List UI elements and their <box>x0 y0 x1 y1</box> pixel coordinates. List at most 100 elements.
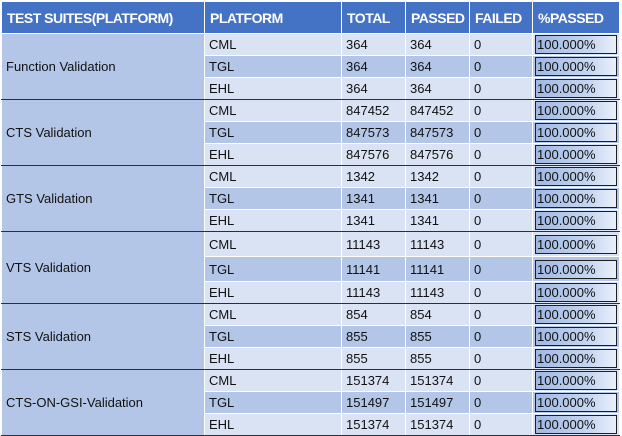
passed-cell: 11141 <box>405 256 470 282</box>
failed-cell: 0 <box>469 413 533 436</box>
platform-cell: EHL <box>204 77 342 100</box>
table-row: EHL 364 364 0 100.000% <box>2 77 620 100</box>
percent-value: 100.000% <box>537 417 596 432</box>
percent-passed-cell: 100.000% <box>532 77 620 100</box>
passed-cell: 854 <box>405 303 470 326</box>
platform-cell: EHL <box>204 209 342 232</box>
failed-cell: 0 <box>469 165 533 188</box>
passed-cell: 364 <box>405 55 470 78</box>
passed-cell: 151497 <box>405 391 470 414</box>
percent-passed-cell: 100.000% <box>532 231 620 257</box>
failed-cell: 0 <box>469 209 533 232</box>
platform-cell: TGL <box>204 325 342 348</box>
total-cell: 364 <box>341 77 406 100</box>
platform-cell: TGL <box>204 55 342 78</box>
total-cell: 1342 <box>341 165 406 188</box>
percent-passed-cell: 100.000% <box>532 99 620 122</box>
passed-cell: 364 <box>405 77 470 100</box>
failed-cell: 0 <box>469 99 533 122</box>
passed-cell: 1341 <box>405 209 470 232</box>
percent-data-bar: 100.000% <box>535 145 617 164</box>
failed-cell: 0 <box>469 143 533 166</box>
platform-cell: CML <box>204 99 342 122</box>
platform-cell: EHL <box>204 281 342 304</box>
percent-data-bar: 100.000% <box>535 79 617 98</box>
percent-passed-cell: 100.000% <box>532 325 620 348</box>
table-body: Function Validation CML 364 364 0 100.000% TGL… <box>1 33 620 436</box>
percent-data-bar-fill <box>536 416 616 433</box>
platform-cell: TGL <box>204 256 342 282</box>
percent-passed-cell: 100.000% <box>532 256 620 282</box>
percent-passed-cell: 100.000% <box>532 187 620 210</box>
header-row: TEST SUITES(PLATFORM) PLATFORM TOTAL PAS… <box>1 1 620 34</box>
total-cell: 151497 <box>341 391 406 414</box>
total-cell: 854 <box>341 303 406 326</box>
percent-passed-cell: 100.000% <box>532 165 620 188</box>
percent-data-bar-fill <box>536 284 616 301</box>
total-cell: 364 <box>341 55 406 78</box>
percent-passed-cell: 100.000% <box>532 55 620 78</box>
percent-data-bar-fill <box>536 394 616 411</box>
percent-data-bar: 100.000% <box>535 234 617 254</box>
percent-data-bar: 100.000% <box>535 101 617 120</box>
suite-name-cell: STS Validation <box>1 303 205 370</box>
platform-cell: EHL <box>204 143 342 166</box>
percent-value: 100.000% <box>537 59 596 74</box>
percent-passed-cell: 100.000% <box>532 143 620 166</box>
total-cell: 151374 <box>341 369 406 392</box>
table-row: EHL 855 855 0 100.000% <box>2 347 620 370</box>
passed-cell: 364 <box>405 33 470 56</box>
percent-value: 100.000% <box>537 169 596 184</box>
percent-value: 100.000% <box>537 285 596 300</box>
header-platform: PLATFORM <box>204 1 342 34</box>
total-cell: 855 <box>341 325 406 348</box>
total-cell: 11143 <box>341 231 406 257</box>
failed-cell: 0 <box>469 347 533 370</box>
table-row: TGL 364 364 0 100.000% <box>2 55 620 78</box>
suite-name-cell: CTS-ON-GSI-Validation <box>1 369 205 436</box>
table-row: EHL 11143 11143 0 100.000% <box>2 281 620 304</box>
percent-data-bar-fill <box>536 80 616 97</box>
percent-data-bar: 100.000% <box>535 189 617 208</box>
table-row: VTS Validation CML 11143 11143 0 100.000% <box>1 231 620 304</box>
total-cell: 364 <box>341 33 406 56</box>
failed-cell: 0 <box>469 281 533 304</box>
percent-data-bar-fill <box>536 102 616 119</box>
percent-passed-cell: 100.000% <box>532 391 620 414</box>
percent-passed-cell: 100.000% <box>532 33 620 56</box>
suite-name-cell: VTS Validation <box>1 231 205 304</box>
percent-data-bar: 100.000% <box>535 35 617 54</box>
platform-cell: CML <box>204 33 342 56</box>
suite-name-cell: CTS Validation <box>1 99 205 166</box>
percent-data-bar: 100.000% <box>535 283 617 302</box>
percent-data-bar: 100.000% <box>535 327 617 346</box>
percent-passed-cell: 100.000% <box>532 369 620 392</box>
percent-data-bar-fill <box>536 58 616 75</box>
failed-cell: 0 <box>469 303 533 326</box>
table-row: TGL 1341 1341 0 100.000% <box>2 187 620 210</box>
percent-data-bar: 100.000% <box>535 305 617 324</box>
percent-value: 100.000% <box>537 373 596 388</box>
percent-value: 100.000% <box>537 147 596 162</box>
platform-cell: CML <box>204 303 342 326</box>
percent-data-bar-fill <box>536 212 616 229</box>
percent-data-bar-fill <box>536 306 616 323</box>
percent-data-bar: 100.000% <box>535 167 617 186</box>
header-passed: PASSED <box>405 1 470 34</box>
percent-value: 100.000% <box>537 191 596 206</box>
percent-passed-cell: 100.000% <box>532 281 620 304</box>
platform-cell: TGL <box>204 121 342 144</box>
percent-data-bar: 100.000% <box>535 211 617 230</box>
suite-name-cell: Function Validation <box>1 33 205 100</box>
percent-value: 100.000% <box>537 261 596 277</box>
failed-cell: 0 <box>469 256 533 282</box>
failed-cell: 0 <box>469 325 533 348</box>
percent-data-bar-fill <box>536 350 616 367</box>
percent-data-bar: 100.000% <box>535 259 617 279</box>
percent-data-bar: 100.000% <box>535 123 617 142</box>
failed-cell: 0 <box>469 55 533 78</box>
total-cell: 1341 <box>341 187 406 210</box>
header-test-suites: TEST SUITES(PLATFORM) <box>1 1 205 34</box>
percent-value: 100.000% <box>537 395 596 410</box>
